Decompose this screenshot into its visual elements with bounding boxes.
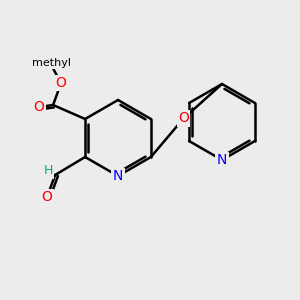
Text: N: N [217,153,227,167]
Text: H: H [44,164,53,178]
Text: N: N [113,169,123,183]
Text: O: O [42,190,52,204]
Text: O: O [34,100,44,114]
Text: methyl: methyl [32,58,70,68]
Text: O: O [178,112,189,125]
Text: O: O [56,76,67,90]
